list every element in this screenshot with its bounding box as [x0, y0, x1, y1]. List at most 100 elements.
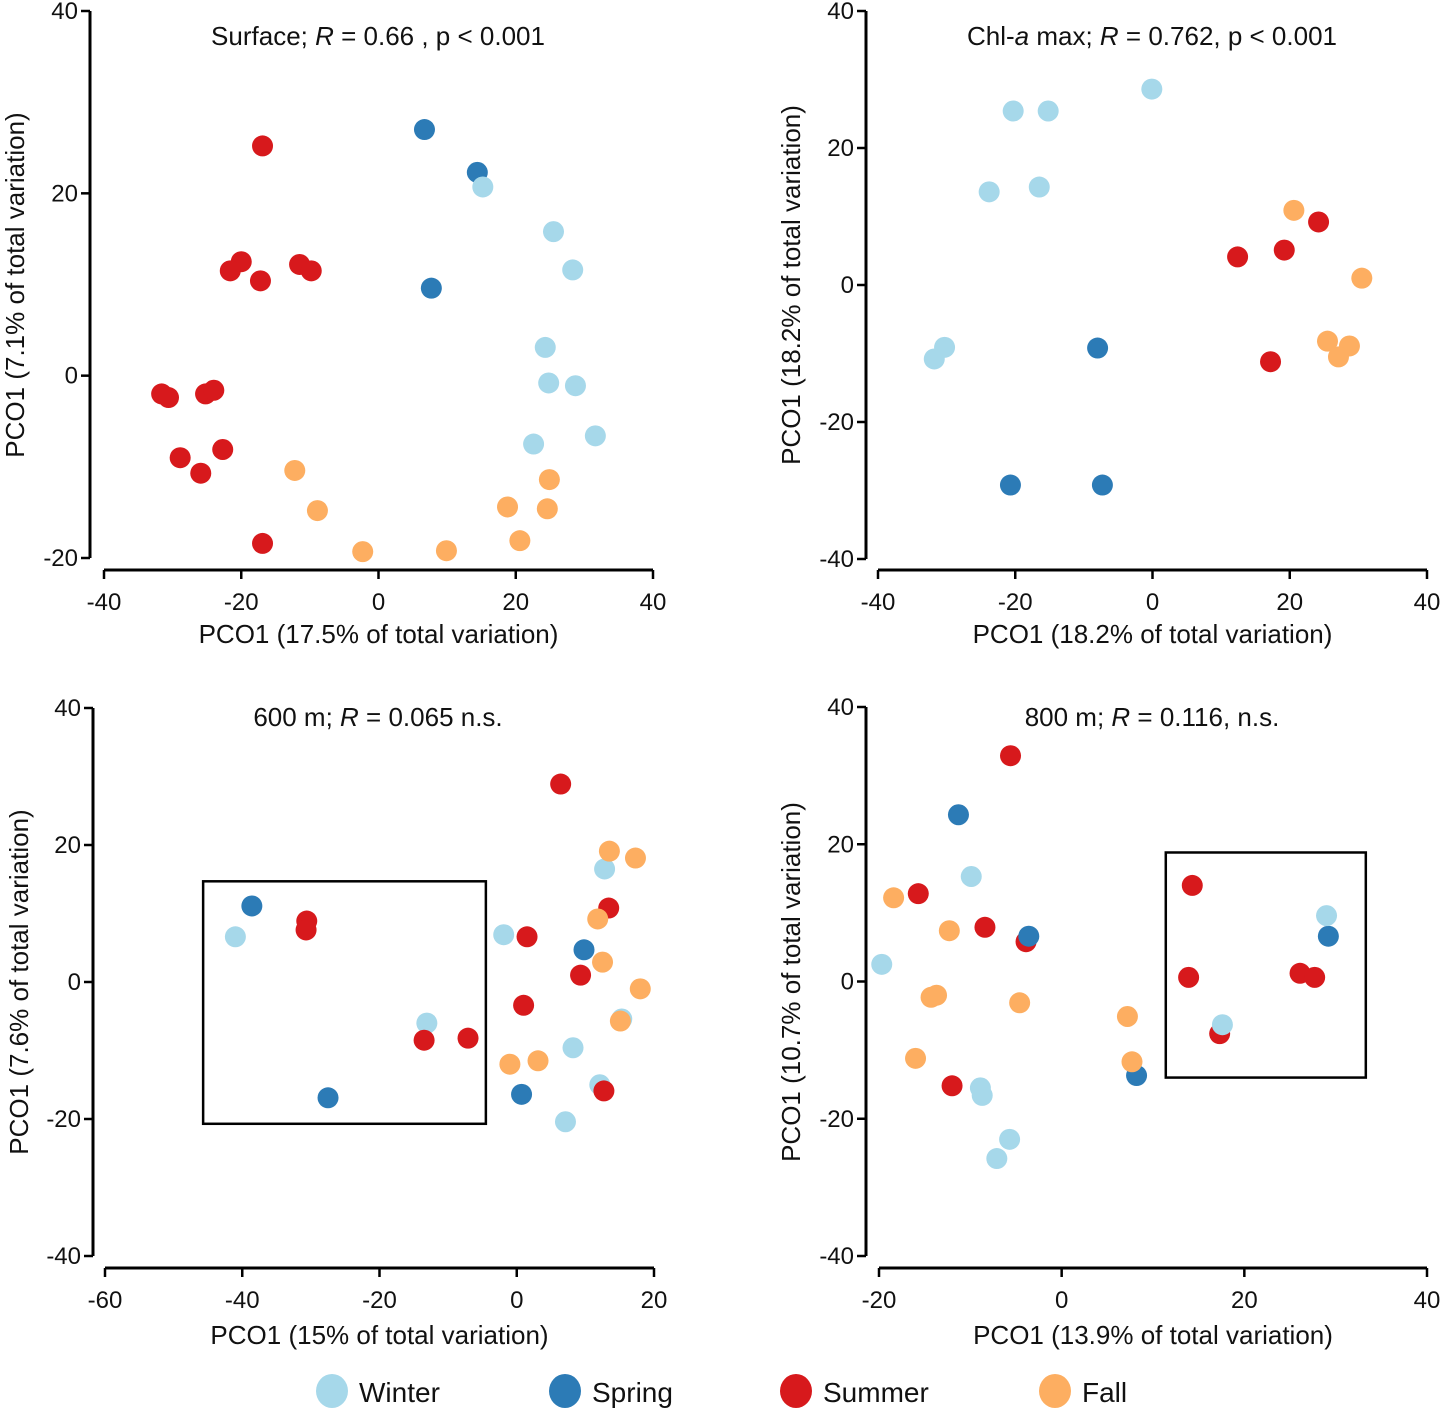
legend-marker — [316, 1374, 348, 1408]
x-tick-label: -20 — [862, 1287, 897, 1314]
data-point-fall — [1121, 1051, 1143, 1073]
data-point-winter — [971, 1084, 993, 1106]
data-point-summer — [300, 260, 322, 282]
x-axis-label: PCO1 (15% of total variation) — [210, 1320, 548, 1350]
series-summer — [151, 135, 322, 554]
data-point-summer — [1308, 211, 1330, 233]
data-point-spring — [1087, 337, 1109, 359]
y-tick-label: 20 — [827, 135, 854, 162]
x-axis-label: PCO1 (18.2% of total variation) — [973, 619, 1333, 649]
x-tick-label: 0 — [510, 1287, 523, 1314]
x-tick-label: 0 — [372, 589, 385, 616]
data-point-winter — [1028, 176, 1050, 198]
data-point-summer — [212, 439, 234, 461]
data-point-spring — [317, 1087, 339, 1109]
data-point-fall — [938, 920, 960, 942]
data-point-winter — [562, 259, 584, 281]
y-tick-label: 40 — [51, 0, 78, 25]
x-tick-label: 40 — [1414, 1287, 1441, 1314]
data-point-summer — [907, 883, 929, 905]
highlight-box — [201, 880, 488, 1126]
title-part: Chl- — [967, 21, 1015, 51]
x-tick-label: -40 — [225, 1287, 260, 1314]
data-point-winter — [472, 176, 494, 198]
data-point-winter — [978, 181, 1000, 203]
data-point-summer — [252, 532, 274, 554]
x-axis-label: PCO1 (13.9% of total variation) — [973, 1320, 1333, 1350]
data-point-winter — [594, 858, 616, 880]
title-part: = 0.065 n.s. — [359, 702, 503, 732]
data-point-fall — [1316, 330, 1338, 352]
y-tick-label: 40 — [827, 0, 854, 25]
data-point-fall — [1351, 267, 1373, 289]
data-point-summer — [1260, 351, 1282, 373]
data-point-summer — [1178, 966, 1200, 988]
x-tick-label: 20 — [641, 1287, 668, 1314]
x-tick-label: -20 — [362, 1287, 397, 1314]
data-point-winter — [1316, 905, 1338, 927]
data-point-fall — [905, 1047, 927, 1069]
data-point-summer — [158, 387, 180, 409]
data-point-fall — [536, 498, 558, 520]
data-point-fall — [499, 1053, 521, 1075]
y-tick-label: 0 — [65, 363, 78, 390]
legend-label: Spring — [592, 1377, 673, 1408]
legend-marker — [780, 1374, 812, 1408]
legend-marker — [1039, 1374, 1071, 1408]
data-point-summer — [203, 379, 225, 401]
data-point-spring — [999, 474, 1021, 496]
data-point-summer — [252, 135, 274, 157]
data-point-summer — [457, 1027, 479, 1049]
panel-3: -40 -20 0 20 40 -60 -40 -20 0 20 600 m; R = 0.065 … — [4, 695, 667, 1350]
data-point-fall — [284, 459, 306, 481]
y-axis-label: PCO1 (18.2% of total variation) — [776, 105, 806, 465]
x-tick-label: 0 — [1146, 589, 1159, 616]
y-tick-label: 40 — [827, 694, 854, 721]
data-point-winter — [1141, 78, 1163, 100]
data-point-fall — [1009, 992, 1031, 1014]
y-tick-label: 20 — [827, 831, 854, 858]
data-point-fall — [352, 541, 374, 563]
series-fall — [499, 840, 651, 1075]
y-tick-label: -20 — [819, 409, 854, 436]
data-point-summer — [593, 1080, 615, 1102]
x-tick-label: -20 — [998, 589, 1033, 616]
data-point-fall — [435, 540, 457, 562]
data-point-winter — [1037, 100, 1059, 122]
data-point-fall — [1327, 346, 1349, 368]
series-winter — [923, 78, 1163, 370]
series-fall — [883, 887, 1143, 1073]
data-point-fall — [629, 978, 651, 1000]
data-point-fall — [497, 496, 519, 518]
legend-label: Winter — [359, 1377, 440, 1408]
data-point-summer — [550, 773, 572, 795]
data-point-spring — [1091, 474, 1113, 496]
x-tick-label: -20 — [224, 589, 259, 616]
y-axis-label: PCO1 (10.7% of total variation) — [776, 802, 806, 1162]
data-point-summer — [249, 270, 271, 292]
data-point-winter — [538, 372, 560, 394]
legend: Winter Spring Summer Fall — [316, 1374, 1127, 1408]
title-part: R — [315, 21, 334, 51]
data-point-fall — [1116, 1005, 1138, 1027]
data-point-summer — [295, 919, 317, 941]
legend-item-fall: Fall — [1039, 1374, 1127, 1408]
series-spring — [413, 119, 488, 299]
panel-2: -40 -20 0 20 40 -40 -20 0 20 40 Chl-a max; R = 0.7… — [776, 0, 1440, 649]
data-point-winter — [224, 926, 246, 948]
data-point-spring — [573, 939, 595, 961]
data-point-summer — [1181, 874, 1203, 896]
data-point-fall — [883, 887, 905, 909]
data-point-fall — [598, 840, 620, 862]
panel-title: 800 m; R = 0.116, n.s. — [1025, 702, 1280, 732]
data-point-summer — [1227, 246, 1249, 268]
panel-1: -20 0 20 40 -40 -20 0 20 40 Surface; R = 0.66 , p… — [0, 0, 666, 649]
data-point-winter — [1211, 1014, 1233, 1036]
data-point-winter — [960, 866, 982, 888]
data-point-summer — [169, 447, 191, 469]
y-tick-label: -40 — [46, 1243, 81, 1270]
y-tick-label: 0 — [841, 969, 854, 996]
y-tick-label: 20 — [54, 832, 81, 859]
x-tick-label: 20 — [1276, 589, 1303, 616]
